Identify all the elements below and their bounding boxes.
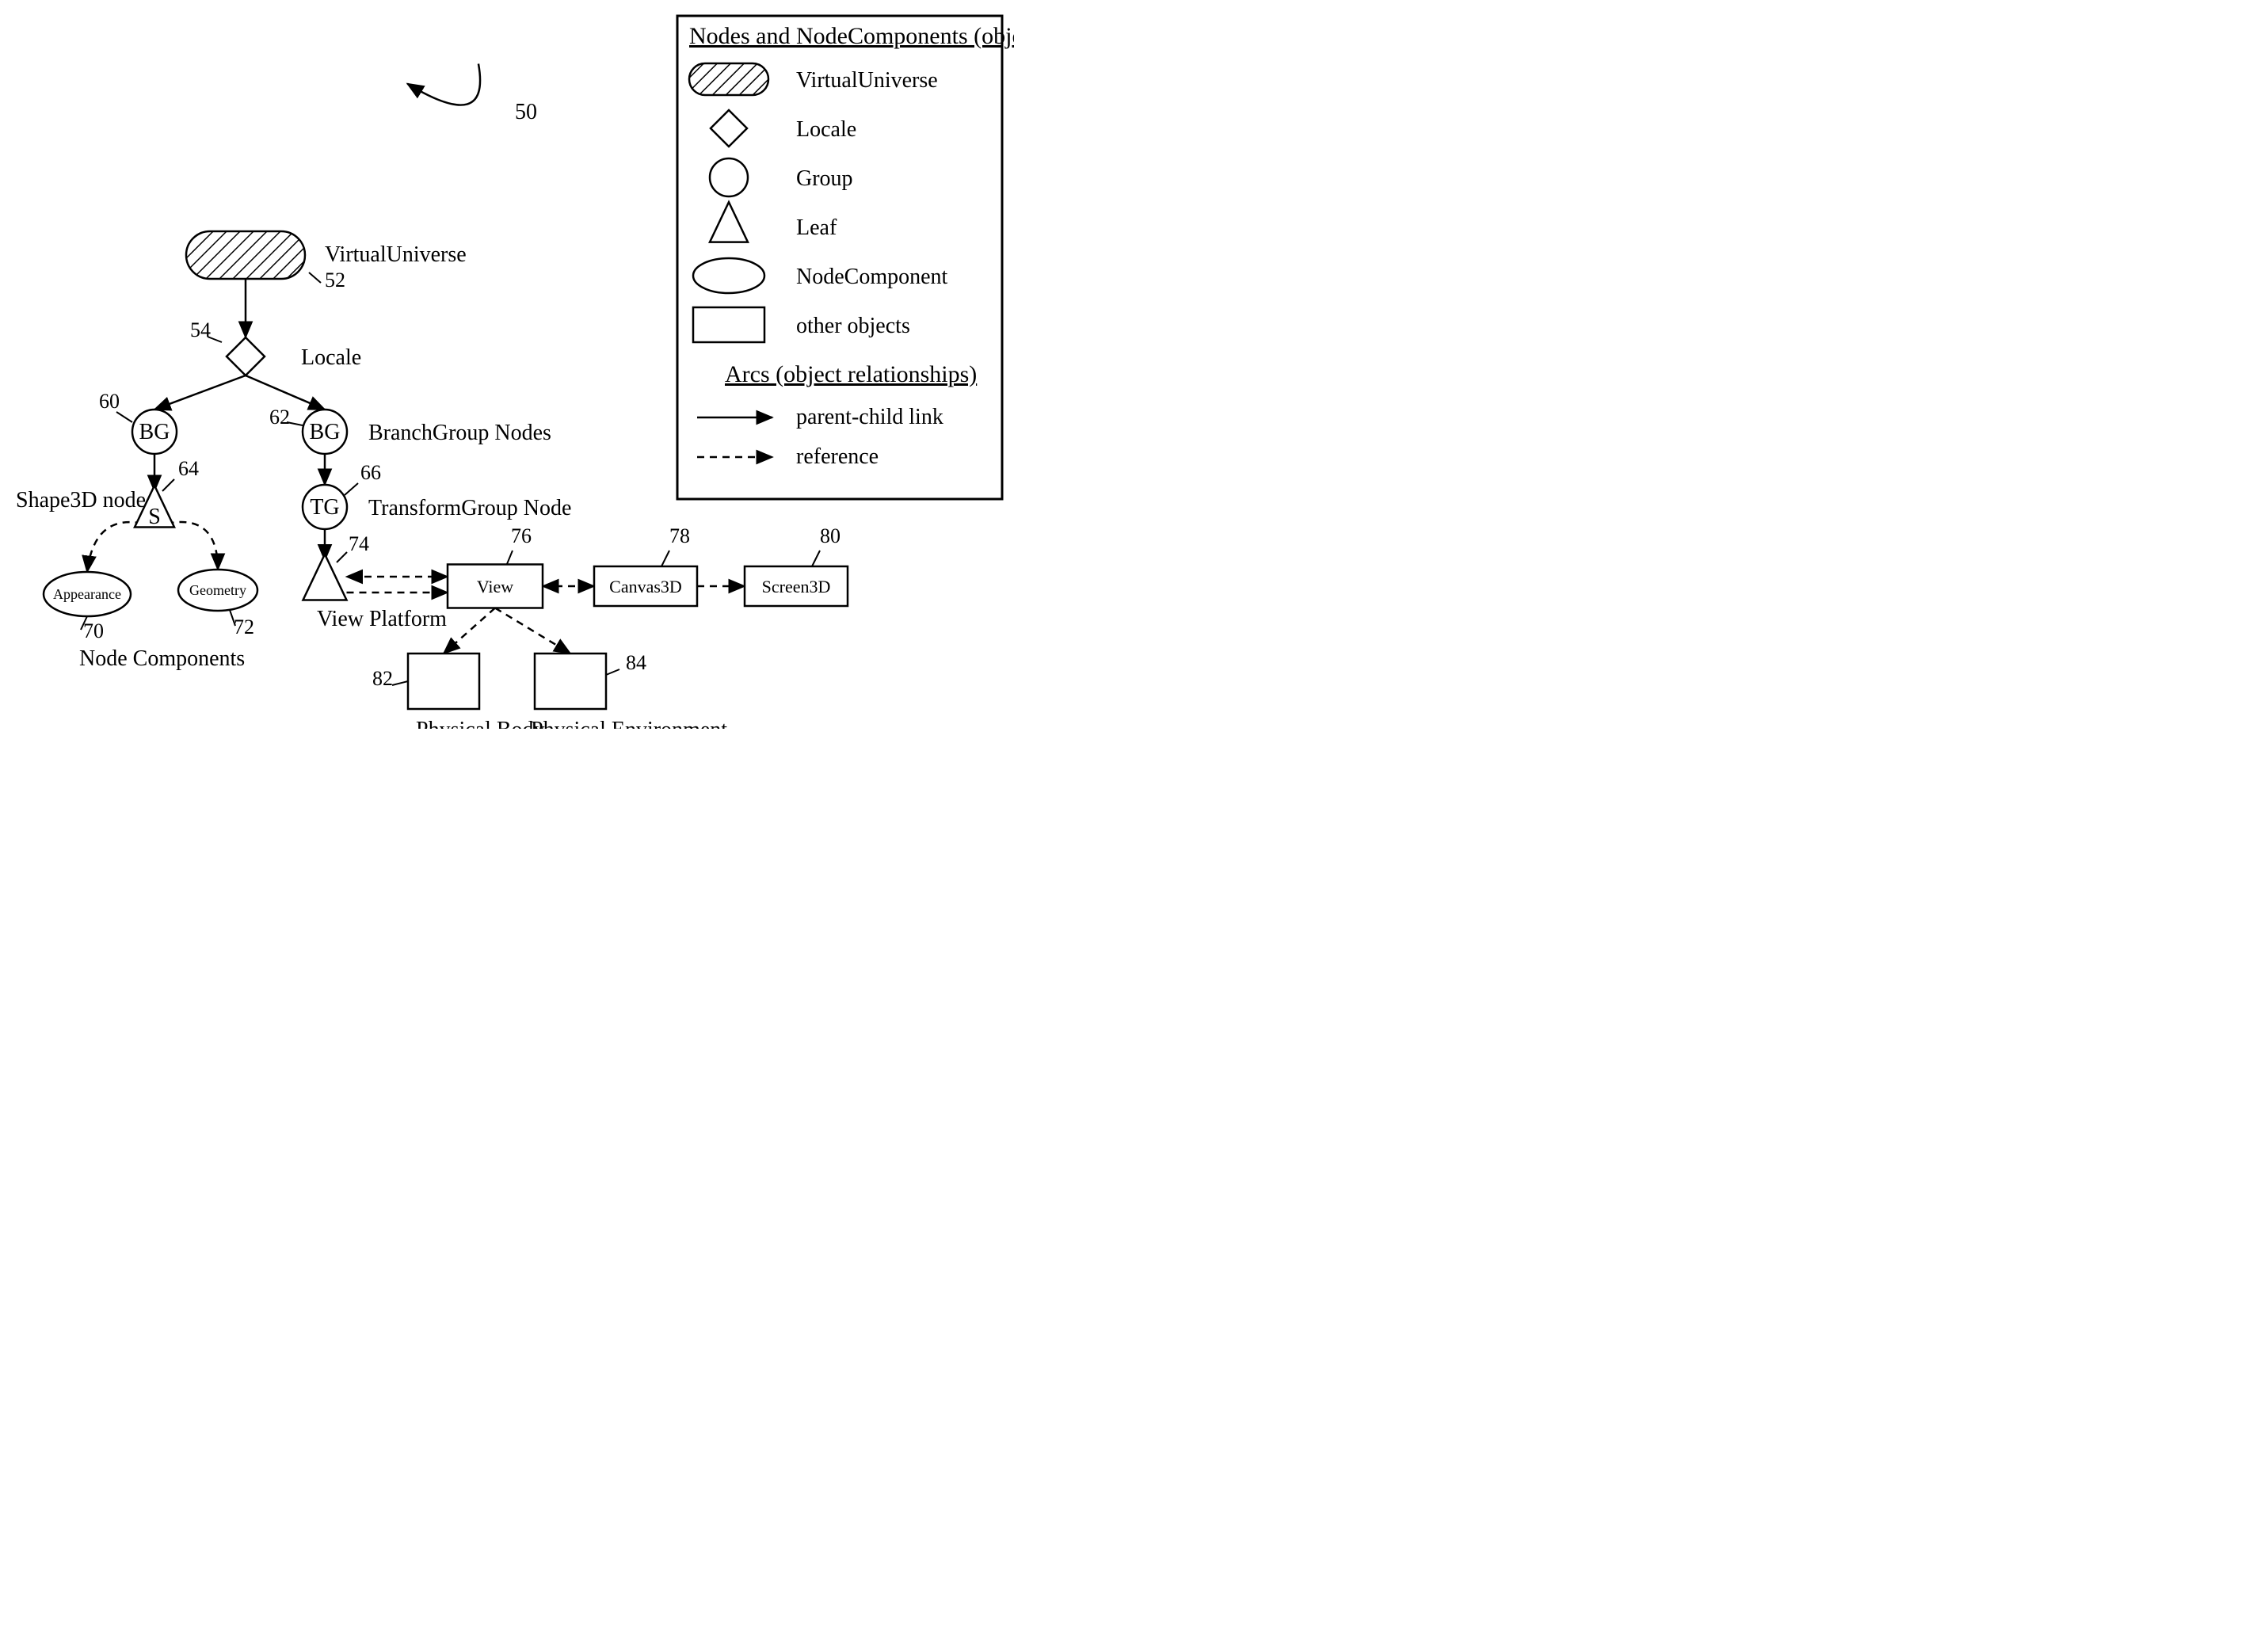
node-physEnv: Physical Environment 84 <box>531 651 727 729</box>
svg-text:Leaf: Leaf <box>796 215 837 240</box>
ref-tick-tg <box>345 483 358 495</box>
svg-text:S: S <box>148 505 161 529</box>
ref-edge-shape3d-appearance <box>87 522 154 572</box>
ref-tick-virtualUniverse <box>309 272 321 283</box>
node-components-label: Node Components <box>79 646 245 671</box>
edge-locale-bg1 <box>154 375 246 410</box>
ref-bg2: 62 <box>269 406 290 429</box>
ref-tick-physBody <box>392 681 408 685</box>
ref-edge-shape3d-geometry <box>154 522 218 570</box>
node-geometry: Geometry 72 <box>178 570 257 638</box>
ref-geometry: 72 <box>234 615 254 638</box>
svg-text:Group: Group <box>796 166 853 191</box>
label-physEnv: Physical Environment <box>531 718 727 729</box>
ref-physEnv: 84 <box>626 651 646 674</box>
label-locale: Locale <box>301 345 361 370</box>
svg-text:other objects: other objects <box>796 314 910 338</box>
svg-text:BG: BG <box>310 420 341 444</box>
ref-edge-view-physEnv <box>495 608 570 654</box>
node-appearance: Appearance 70 <box>44 572 131 642</box>
svg-text:BG: BG <box>139 420 170 444</box>
label-viewPlatform: View Platform <box>317 607 447 631</box>
ref-canvas3d: 78 <box>669 524 690 547</box>
svg-text:reference: reference <box>796 444 879 469</box>
edge-locale-bg2 <box>246 375 325 410</box>
ref-tick-view <box>507 551 513 564</box>
ref-tg: 66 <box>360 461 381 484</box>
legend-title-nodes: Nodes and NodeComponents (objects) <box>689 23 1014 49</box>
ref-view: 76 <box>511 524 532 547</box>
ref-tick-screen3d <box>812 551 820 566</box>
svg-text:Screen3D: Screen3D <box>762 577 831 596</box>
svg-text:parent-child link: parent-child link <box>796 405 943 429</box>
svg-text:Geometry: Geometry <box>189 582 246 598</box>
node-canvas3d: Canvas3D 78 <box>594 524 697 606</box>
node-physBody: Physical Body 82 <box>372 654 545 729</box>
label-physBody: Physical Body <box>416 718 545 729</box>
ref-tick-physEnv <box>606 669 619 675</box>
ref-locale: 54 <box>190 318 211 341</box>
ref-tick-bg1 <box>116 412 132 422</box>
ref-tick-shape3d <box>162 479 174 491</box>
node-bg2: BG BranchGroup Nodes 62 <box>269 406 551 454</box>
node-screen3d: Screen3D 80 <box>745 524 848 606</box>
label-shape3d: Shape3D node <box>16 488 146 513</box>
svg-text:Canvas3D: Canvas3D <box>609 577 682 596</box>
svg-text:Locale: Locale <box>796 117 856 142</box>
node-tg: TG TransformGroup Node 66 <box>303 461 571 529</box>
svg-text:NodeComponent: NodeComponent <box>796 265 948 289</box>
ref-bg1: 60 <box>99 390 120 413</box>
node-locale: Locale 54 <box>190 318 361 375</box>
legend: Nodes and NodeComponents (objects) Virtua… <box>677 16 1014 499</box>
ref-physBody: 82 <box>372 667 393 690</box>
label-tg: TransformGroup Node <box>368 496 571 520</box>
ref-virtualUniverse: 52 <box>325 269 345 292</box>
figure-ref-arrow <box>407 64 480 105</box>
ref-screen3d: 80 <box>820 524 840 547</box>
ref-appearance: 70 <box>83 619 104 642</box>
ref-tick-viewPlatform <box>337 552 347 562</box>
node-view: View 76 <box>448 524 543 608</box>
figure-ref-label: 50 <box>515 100 537 124</box>
label-virtualUniverse: VirtualUniverse <box>325 242 467 267</box>
node-virtualUniverse: VirtualUniverse52 <box>186 231 467 292</box>
node-shape3d: SShape3D node 64 <box>16 457 199 529</box>
ref-viewPlatform: 74 <box>349 532 369 555</box>
legend-item-universe: VirtualUniverse <box>689 63 938 95</box>
label-bg2: BranchGroup Nodes <box>368 421 551 445</box>
legend-title-arcs: Arcs (object relationships) <box>725 361 977 387</box>
node-bg1: BG 60 <box>99 390 177 454</box>
svg-text:TG: TG <box>310 495 339 520</box>
svg-text:View: View <box>477 577 513 596</box>
svg-text:VirtualUniverse: VirtualUniverse <box>796 68 938 93</box>
ref-tick-canvas3d <box>661 551 669 566</box>
ref-edge-view-physBody <box>444 608 495 654</box>
svg-text:Appearance: Appearance <box>53 586 121 602</box>
ref-shape3d: 64 <box>178 457 199 480</box>
